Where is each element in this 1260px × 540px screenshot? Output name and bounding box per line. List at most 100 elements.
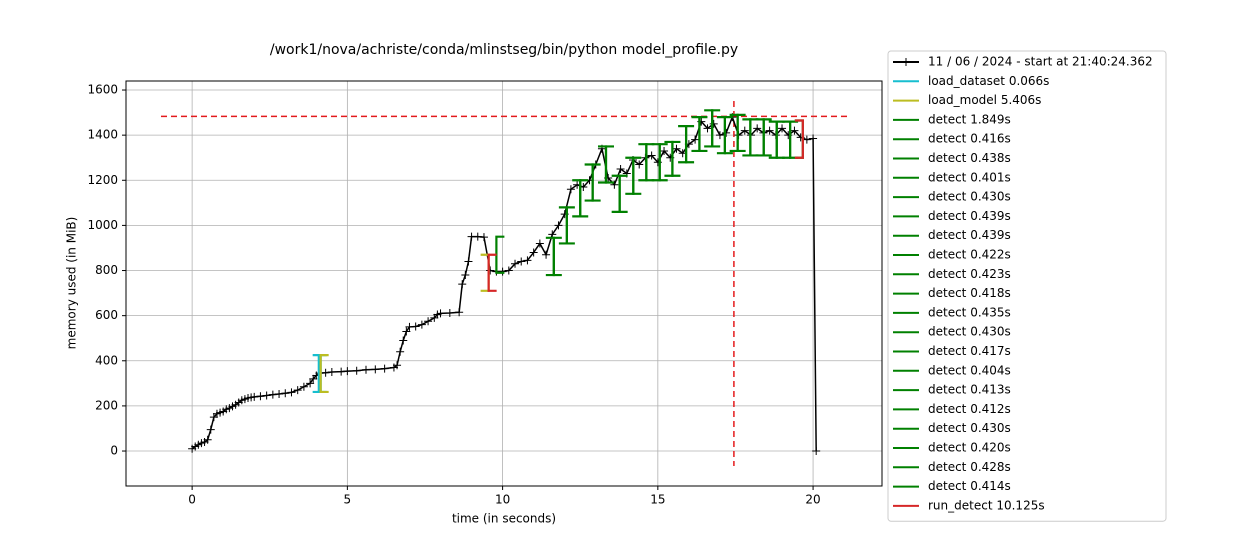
marker <box>740 126 749 135</box>
function-start-bracket <box>487 253 497 292</box>
function-start-bracket <box>684 125 695 164</box>
marker <box>691 135 700 144</box>
legend-label: detect 0.418s <box>928 286 1011 300</box>
function-start-bracket <box>749 118 759 157</box>
legend-label: detect 1.849s <box>928 112 1011 126</box>
marker <box>672 144 681 153</box>
y-tick-label: 200 <box>95 398 118 412</box>
marker <box>299 382 308 391</box>
x-axis-label: time (in seconds) <box>452 512 556 526</box>
legend-label: detect 0.414s <box>928 479 1011 493</box>
function-start-bracket <box>723 116 733 155</box>
function-end-bracket <box>782 120 792 159</box>
legend-label: detect 0.438s <box>928 151 1011 165</box>
function-start-bracket <box>552 236 562 277</box>
marker <box>411 322 420 331</box>
marker <box>327 368 336 377</box>
chart-title: /work1/nova/achriste/conda/mlinstseg/bin… <box>270 42 738 58</box>
marker <box>554 221 563 230</box>
x-tick-label: 0 <box>188 493 196 507</box>
legend-label: detect 0.428s <box>928 460 1011 474</box>
marker <box>498 267 507 276</box>
y-tick-label: 0 <box>110 444 118 458</box>
marker <box>424 317 433 326</box>
marker <box>275 389 284 398</box>
marker <box>802 135 811 144</box>
function-start-bracket <box>789 120 799 159</box>
function-start-bracket <box>645 143 655 182</box>
function-start-bracket <box>579 179 589 218</box>
marker <box>455 308 464 317</box>
y-tick-label: 600 <box>95 308 118 322</box>
marker <box>517 257 526 266</box>
marker <box>445 308 454 317</box>
memory-line <box>191 114 817 452</box>
marker <box>371 365 380 374</box>
legend-label: detect 0.422s <box>928 248 1011 262</box>
y-tick-label: 1200 <box>87 173 118 187</box>
legend-label: detect 0.439s <box>928 209 1011 223</box>
marker <box>647 151 656 160</box>
marker <box>486 266 495 275</box>
marker <box>461 271 470 280</box>
legend-label: detect 0.430s <box>928 325 1011 339</box>
function-start-bracket <box>604 145 614 184</box>
plot-frame <box>125 80 883 487</box>
legend-label: run_detect 10.125s <box>928 498 1045 512</box>
marker <box>542 250 551 259</box>
function-end-bracket <box>584 163 594 202</box>
marker <box>566 185 575 194</box>
legend-box <box>887 50 1167 522</box>
marker <box>343 367 352 376</box>
marker <box>753 124 762 133</box>
legend-label: detect 0.420s <box>928 441 1011 455</box>
legend-label: detect 0.401s <box>928 170 1011 184</box>
marker <box>361 365 370 374</box>
marker <box>206 425 215 434</box>
marker <box>281 389 290 398</box>
marker <box>380 364 389 373</box>
legend-label: detect 0.423s <box>928 267 1011 281</box>
marker <box>703 124 712 133</box>
marker <box>393 361 402 370</box>
marker <box>458 280 467 289</box>
marker <box>396 347 405 356</box>
marker <box>293 386 302 395</box>
function-start-bracket <box>658 143 668 182</box>
function-end-bracket <box>480 253 490 292</box>
legend-label: detect 0.404s <box>928 363 1011 377</box>
marker <box>256 392 265 401</box>
marker <box>250 392 259 401</box>
marker <box>464 257 473 266</box>
legend-label: detect 0.416s <box>928 132 1011 146</box>
function-start-bracket <box>711 109 721 148</box>
marker <box>535 239 544 248</box>
marker <box>402 327 411 336</box>
legend-label: detect 0.430s <box>928 421 1011 435</box>
function-start-bracket <box>632 156 642 195</box>
marker <box>778 124 787 133</box>
marker <box>709 119 718 128</box>
function-start-bracket <box>762 118 772 157</box>
legend-marker <box>902 58 910 66</box>
marker <box>287 388 296 397</box>
marker <box>722 128 731 137</box>
function-end-bracket <box>794 119 804 159</box>
marker <box>635 160 644 169</box>
legend-label: detect 0.412s <box>928 402 1011 416</box>
y-axis-label: memory used (in MiB) <box>65 217 79 350</box>
x-tick-label: 10 <box>495 493 510 507</box>
marker <box>529 248 538 257</box>
y-tick-label: 1600 <box>87 83 118 97</box>
marker <box>660 146 669 155</box>
function-start-bracket <box>319 354 329 394</box>
marker <box>399 336 408 345</box>
function-start-bracket <box>591 163 601 202</box>
x-tick-label: 20 <box>805 493 820 507</box>
marker <box>479 233 488 242</box>
legend-label: detect 0.435s <box>928 305 1011 319</box>
function-start-bracket <box>775 120 785 159</box>
function-start-bracket <box>671 140 681 177</box>
marker <box>306 379 315 388</box>
